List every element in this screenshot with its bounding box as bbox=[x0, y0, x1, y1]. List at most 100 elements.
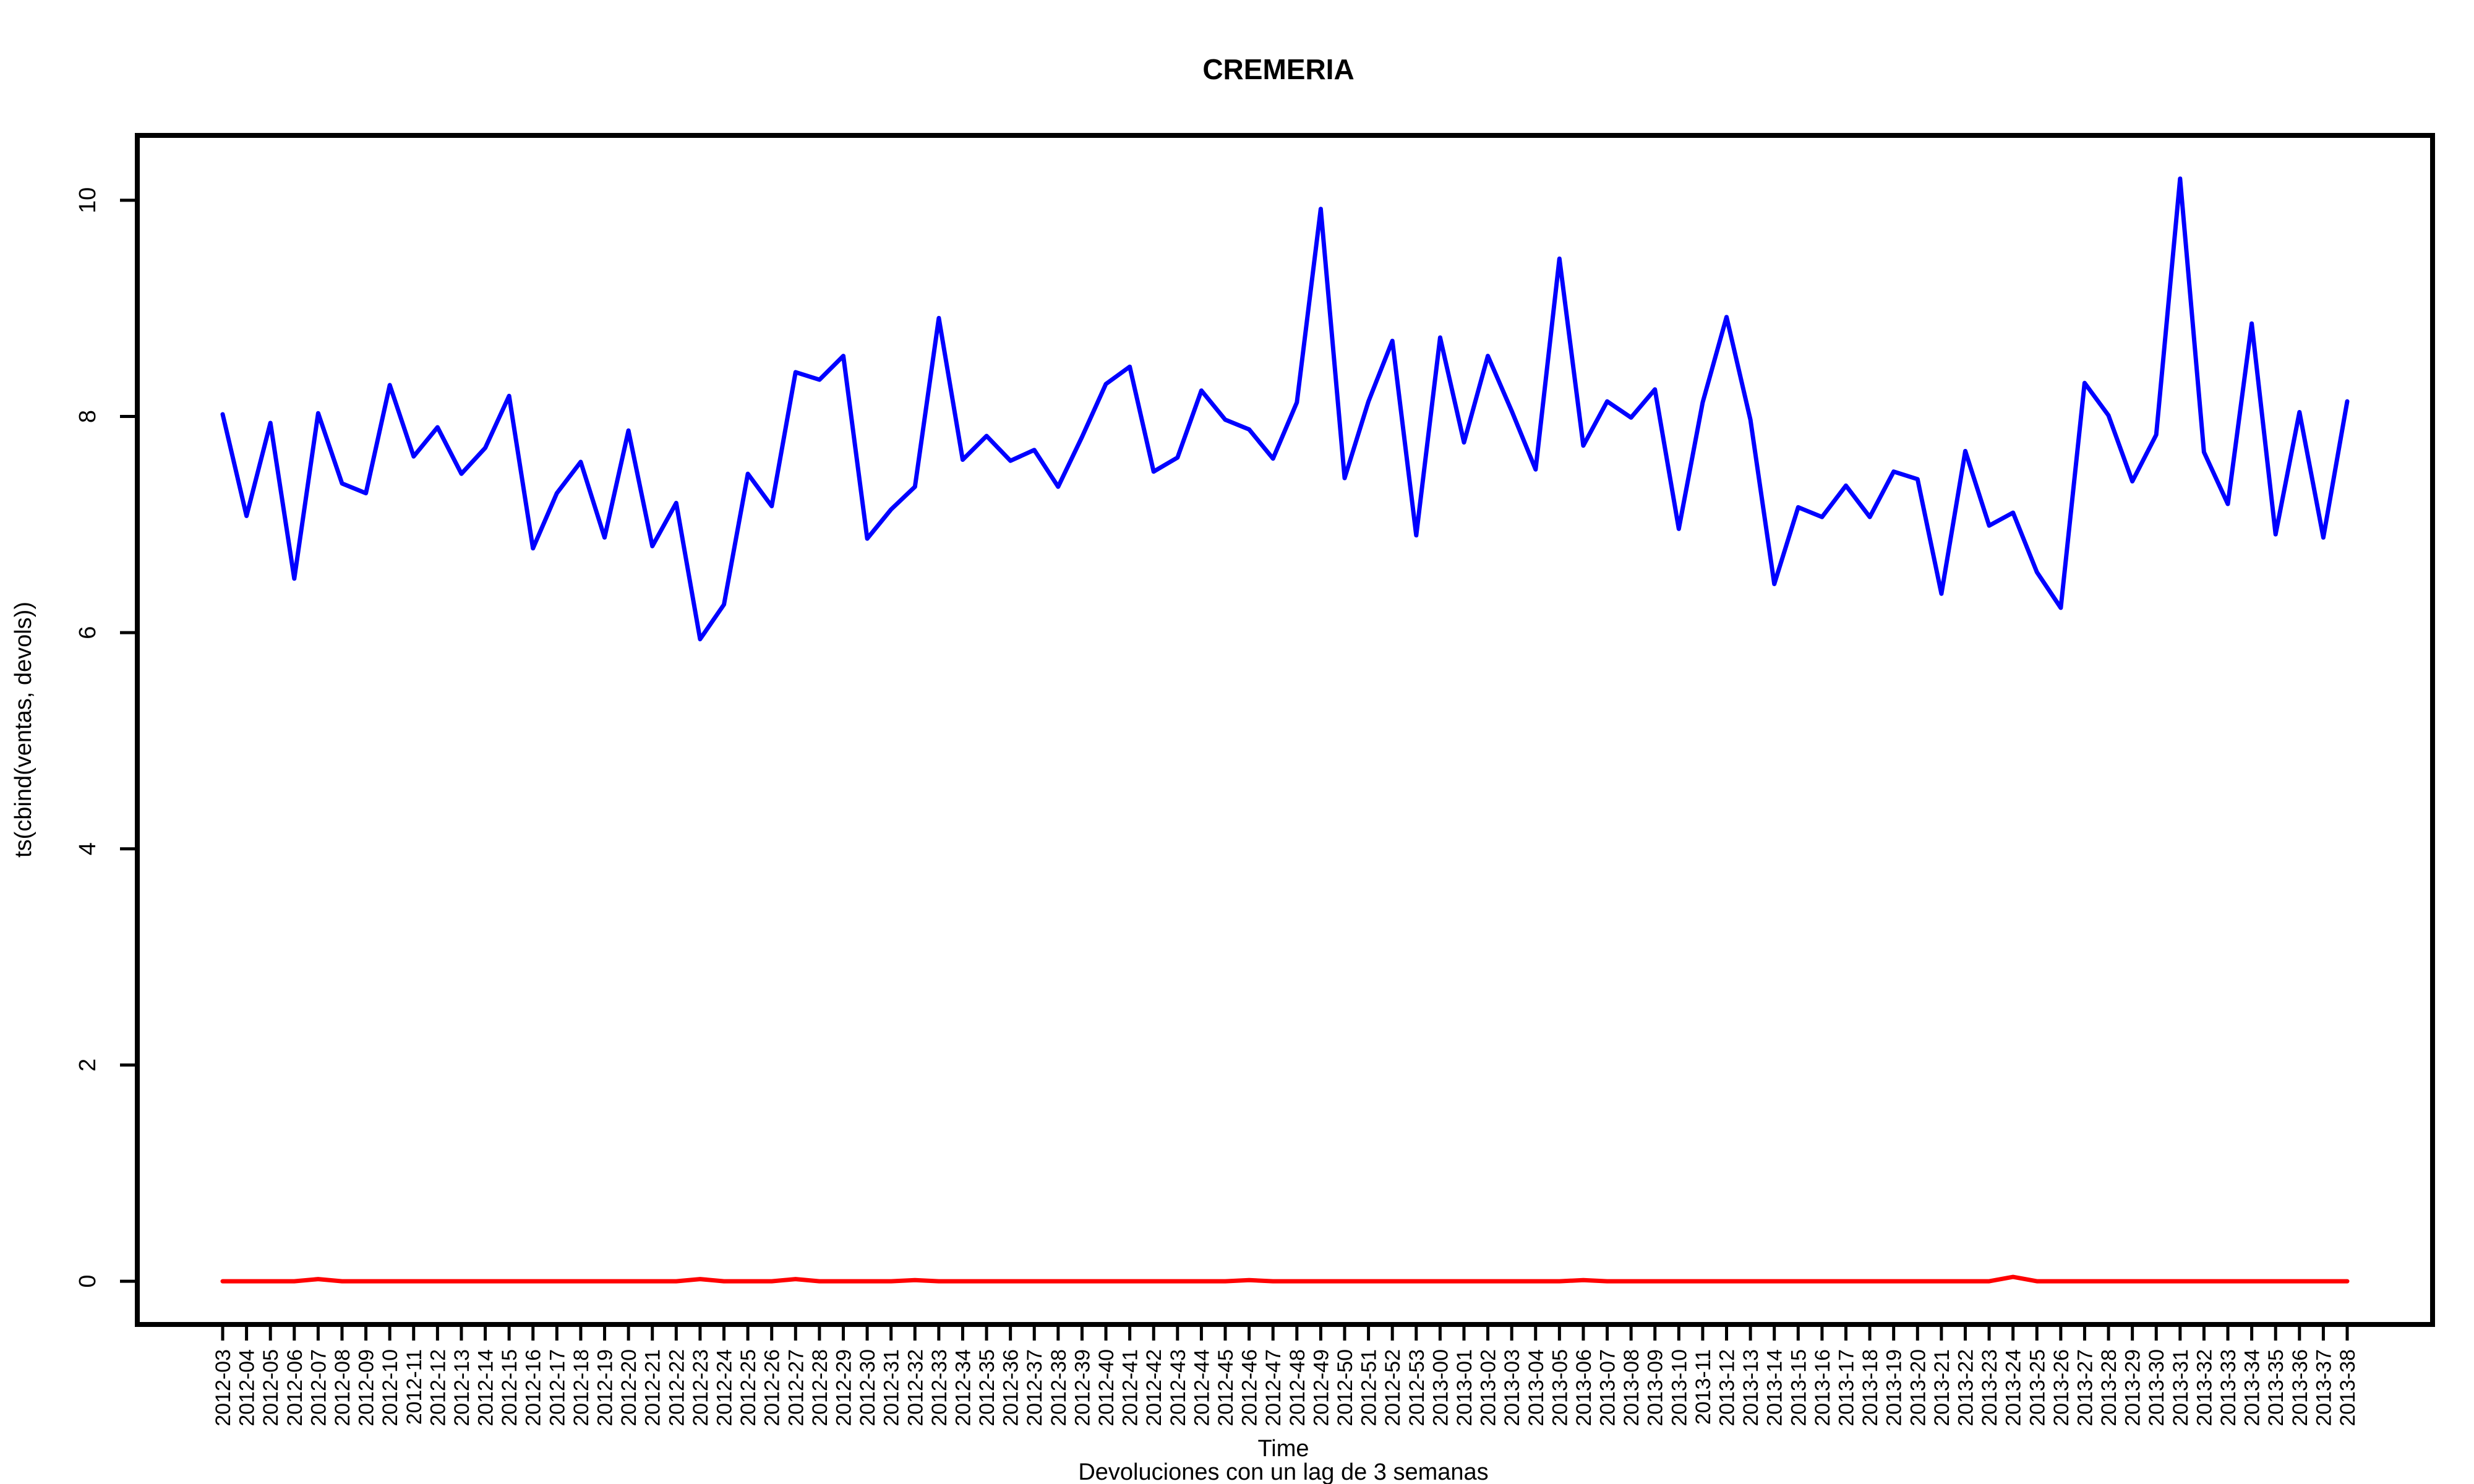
x-tick-label: 2013-22 bbox=[1954, 1349, 1977, 1426]
y-tick-label: 10 bbox=[75, 187, 101, 213]
x-tick-label: 2013-37 bbox=[2312, 1349, 2335, 1426]
x-tick-label: 2012-48 bbox=[1286, 1349, 1309, 1426]
x-tick-label: 2012-20 bbox=[617, 1349, 641, 1426]
x-tick-label: 2013-01 bbox=[1453, 1349, 1476, 1426]
x-tick-label: 2012-26 bbox=[761, 1349, 784, 1426]
x-tick-label: 2012-47 bbox=[1262, 1349, 1285, 1426]
x-tick-label: 2013-12 bbox=[1716, 1349, 1739, 1426]
x-tick-label: 2012-32 bbox=[904, 1349, 927, 1426]
x-tick-label: 2013-17 bbox=[1834, 1349, 1858, 1426]
x-tick-label: 2012-16 bbox=[522, 1349, 546, 1426]
x-tick-label: 2013-10 bbox=[1667, 1349, 1691, 1426]
x-tick-label: 2013-11 bbox=[1692, 1349, 1715, 1425]
x-tick-label: 2013-05 bbox=[1548, 1349, 1572, 1426]
x-tick-label: 2013-13 bbox=[1739, 1349, 1763, 1426]
y-tick-label: 4 bbox=[75, 842, 101, 855]
x-tick-label: 2012-33 bbox=[928, 1349, 951, 1426]
x-tick-label: 2013-20 bbox=[1906, 1349, 1930, 1426]
x-tick-label: 2013-36 bbox=[2288, 1349, 2312, 1426]
chart-subtitle: Devoluciones con un lag de 3 semanas bbox=[1078, 1459, 1488, 1484]
x-tick-label: 2012-30 bbox=[856, 1349, 880, 1426]
x-tick-label: 2013-26 bbox=[2050, 1349, 2073, 1426]
x-tick-label: 2012-28 bbox=[808, 1349, 832, 1426]
x-tick-label: 2013-08 bbox=[1620, 1349, 1643, 1426]
x-tick-label: 2012-04 bbox=[236, 1349, 259, 1426]
x-tick-label: 2013-02 bbox=[1477, 1349, 1500, 1426]
x-tick-label: 2012-06 bbox=[283, 1349, 307, 1426]
x-tick-label: 2012-11 bbox=[403, 1349, 426, 1425]
x-tick-label: 2012-34 bbox=[951, 1349, 975, 1426]
x-axis: 2012-03 2012-04 2012-05 2012-06 2012-07 2012-… bbox=[212, 1323, 2360, 1426]
x-tick-label: 2012-36 bbox=[999, 1349, 1023, 1426]
x-tick-label: 2013-33 bbox=[2217, 1349, 2240, 1426]
y-tick-label: 2 bbox=[75, 1059, 101, 1072]
x-tick-label: 2012-23 bbox=[689, 1349, 713, 1426]
x-tick-label: 2012-37 bbox=[1023, 1349, 1047, 1426]
x-tick-label: 2012-21 bbox=[641, 1349, 665, 1426]
y-tick-label: 0 bbox=[75, 1275, 101, 1288]
x-tick-label: 2012-44 bbox=[1190, 1349, 1213, 1426]
x-tick-label: 2012-46 bbox=[1238, 1349, 1262, 1426]
x-tick-label: 2012-18 bbox=[570, 1349, 593, 1426]
x-tick-label: 2012-40 bbox=[1095, 1349, 1118, 1426]
x-tick-label: 2012-29 bbox=[832, 1349, 855, 1426]
x-tick-label: 2013-04 bbox=[1525, 1349, 1548, 1426]
x-tick-label: 2012-03 bbox=[212, 1349, 235, 1426]
y-axis: 0 2 4 6 8 10 bbox=[75, 187, 139, 1288]
x-tick-label: 2012-15 bbox=[498, 1349, 521, 1426]
x-tick-label: 2012-49 bbox=[1309, 1349, 1333, 1426]
x-tick-label: 2013-07 bbox=[1596, 1349, 1620, 1426]
x-tick-label: 2013-28 bbox=[2097, 1349, 2121, 1426]
x-tick-label: 2012-09 bbox=[355, 1349, 379, 1426]
x-tick-label: 2013-34 bbox=[2241, 1349, 2264, 1426]
x-tick-label: 2012-19 bbox=[594, 1349, 617, 1426]
x-tick-label: 2013-31 bbox=[2169, 1349, 2193, 1426]
x-tick-label: 2013-03 bbox=[1500, 1349, 1524, 1426]
chart-title: CREMERIA bbox=[1202, 53, 1354, 85]
x-tick-label: 2013-32 bbox=[2193, 1349, 2216, 1426]
plot-frame bbox=[135, 133, 2435, 1327]
x-tick-label: 2012-10 bbox=[379, 1349, 402, 1426]
x-tick-label: 2013-35 bbox=[2264, 1349, 2288, 1426]
x-tick-label: 2012-52 bbox=[1381, 1349, 1405, 1426]
x-tick-label: 2012-45 bbox=[1214, 1349, 1238, 1426]
x-tick-label: 2012-05 bbox=[259, 1349, 283, 1426]
x-tick-label: 2013-30 bbox=[2145, 1349, 2168, 1426]
x-tick-label: 2012-39 bbox=[1071, 1349, 1094, 1426]
series-line-2 bbox=[220, 1274, 2350, 1284]
series-line-1 bbox=[220, 176, 2350, 642]
x-tick-label: 2013-09 bbox=[1644, 1349, 1667, 1426]
x-tick-label: 2012-25 bbox=[737, 1349, 760, 1426]
x-tick-label: 2012-14 bbox=[474, 1349, 498, 1426]
x-tick-label: 2013-15 bbox=[1787, 1349, 1810, 1426]
x-tick-label: 2012-53 bbox=[1405, 1349, 1429, 1426]
x-tick-label: 2013-24 bbox=[2002, 1349, 2026, 1426]
x-tick-label: 2012-42 bbox=[1142, 1349, 1166, 1426]
x-tick-label: 2013-06 bbox=[1572, 1349, 1596, 1426]
x-tick-label: 2012-13 bbox=[450, 1349, 474, 1426]
y-axis-label: ts(cbind(ventas, devols)) bbox=[11, 602, 36, 858]
x-tick-label: 2013-18 bbox=[1859, 1349, 1882, 1426]
x-tick-label: 2012-50 bbox=[1333, 1349, 1357, 1426]
x-tick-label: 2013-38 bbox=[2336, 1349, 2360, 1426]
x-tick-label: 2013-21 bbox=[1930, 1349, 1954, 1426]
x-tick-label: 2012-43 bbox=[1166, 1349, 1190, 1426]
y-tick-label: 8 bbox=[75, 410, 101, 423]
x-tick-label: 2012-27 bbox=[784, 1349, 808, 1426]
series-group bbox=[220, 176, 2350, 1284]
x-tick-label: 2013-25 bbox=[2026, 1349, 2049, 1426]
x-tick-label: 2012-38 bbox=[1047, 1349, 1071, 1426]
x-tick-label: 2012-08 bbox=[331, 1349, 354, 1426]
x-tick-label: 2012-12 bbox=[426, 1349, 450, 1426]
x-tick-label: 2013-23 bbox=[1978, 1349, 2001, 1426]
x-tick-label: 2012-22 bbox=[665, 1349, 688, 1426]
x-tick-label: 2013-29 bbox=[2121, 1349, 2145, 1426]
x-axis-label: Time bbox=[1257, 1436, 1309, 1462]
x-tick-label: 2012-17 bbox=[546, 1349, 569, 1426]
x-tick-label: 2012-35 bbox=[975, 1349, 999, 1426]
x-tick-label: 2012-41 bbox=[1119, 1349, 1142, 1426]
x-tick-label: 2012-51 bbox=[1358, 1349, 1381, 1426]
x-tick-label: 2012-24 bbox=[713, 1349, 737, 1426]
x-tick-label: 2012-31 bbox=[880, 1349, 904, 1426]
x-tick-label: 2013-14 bbox=[1763, 1349, 1787, 1426]
